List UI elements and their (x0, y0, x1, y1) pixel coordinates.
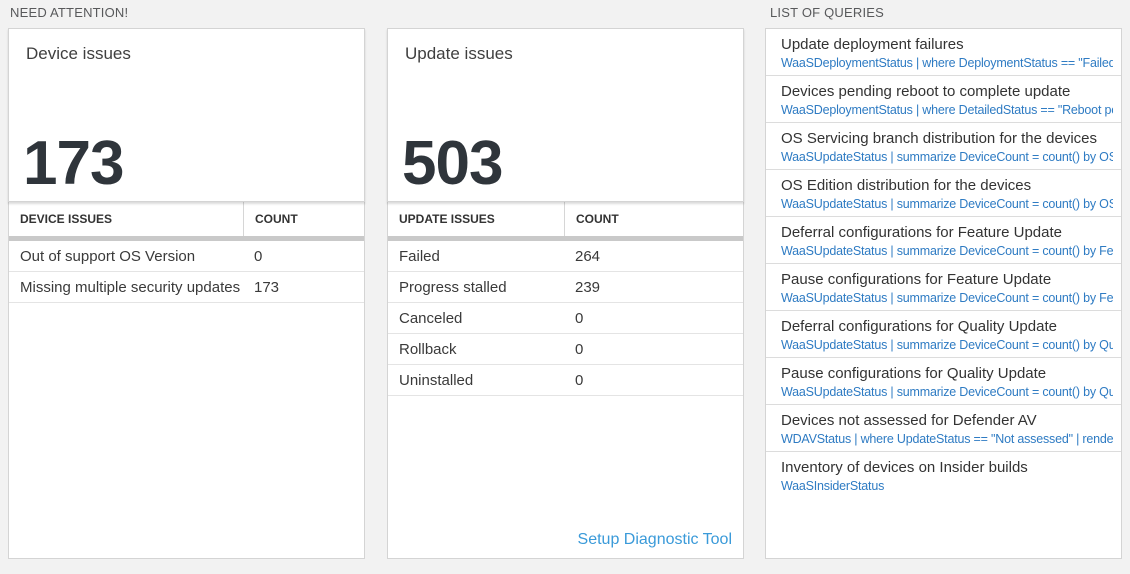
update-issues-card-title: Update issues (405, 44, 513, 63)
query-item-title: Inventory of devices on Insider builds (781, 459, 1028, 476)
device-issues-count: 173 (23, 129, 124, 198)
table-row-missing-security-updates[interactable]: Missing multiple security updates 173 (9, 272, 364, 303)
setup-diagnostic-tool-link[interactable]: Setup Diagnostic Tool (577, 531, 732, 548)
table-row-failed[interactable]: Failed 264 (388, 241, 743, 272)
row-count: 0 (575, 309, 584, 327)
query-item-os-edition-distribution[interactable]: OS Edition distribution for the devices … (766, 170, 1121, 217)
row-count: 239 (575, 278, 601, 296)
row-label: Progress stalled (399, 278, 507, 296)
query-item-title: Update deployment failures (781, 36, 964, 53)
device-issues-table-header: DEVICE ISSUES COUNT (9, 202, 364, 236)
query-item-deferral-quality-update[interactable]: Deferral configurations for Quality Upda… (766, 311, 1121, 358)
query-item-pause-quality-update[interactable]: Pause configurations for Quality Update … (766, 358, 1121, 405)
update-issues-card[interactable]: Update issues 503 (387, 28, 744, 202)
query-item-text: WaaSUpdateStatus | summarize DeviceCount… (781, 338, 1113, 352)
table-row-canceled[interactable]: Canceled 0 (388, 303, 743, 334)
device-issues-card[interactable]: Device issues 173 (8, 28, 365, 202)
update-issues-count: 503 (402, 129, 503, 198)
query-item-deferral-feature-update[interactable]: Deferral configurations for Feature Upda… (766, 217, 1121, 264)
update-issues-column: Update issues 503 UPDATE ISSUES COUNT Fa… (387, 28, 744, 559)
row-label: Rollback (399, 340, 457, 358)
query-item-text: WDAVStatus | where UpdateStatus == "Not … (781, 432, 1113, 446)
row-label: Missing multiple security updates (20, 278, 241, 296)
query-item-text: WaaSUpdateStatus | summarize DeviceCount… (781, 291, 1113, 305)
query-item-title: Pause configurations for Quality Update (781, 365, 1047, 382)
query-item-text: WaaSDeploymentStatus | where DetailedSta… (781, 103, 1113, 117)
device-issues-table: DEVICE ISSUES COUNT Out of support OS Ve… (8, 202, 365, 559)
query-item-title: OS Servicing branch distribution for the… (781, 130, 1097, 147)
row-label: Canceled (399, 309, 463, 327)
query-item-text: WaaSUpdateStatus | summarize DeviceCount… (781, 244, 1113, 258)
device-issues-card-title: Device issues (26, 44, 131, 63)
row-label: Uninstalled (399, 371, 474, 389)
query-item-text: WaaSInsiderStatus (781, 479, 885, 493)
section-label-list-of-queries: LIST OF QUERIES (770, 5, 885, 20)
query-item-text: WaaSUpdateStatus | summarize DeviceCount… (781, 150, 1113, 164)
section-label-need-attention: NEED ATTENTION! (10, 5, 129, 20)
query-item-text: WaaSUpdateStatus | summarize DeviceCount… (781, 385, 1113, 399)
column-header-device-issues: DEVICE ISSUES (20, 212, 113, 226)
column-header-count: COUNT (564, 202, 743, 236)
query-item-title: OS Edition distribution for the devices (781, 177, 1032, 194)
query-item-update-deployment-failures[interactable]: Update deployment failures WaaSDeploymen… (766, 29, 1121, 76)
device-issues-column: Device issues 173 DEVICE ISSUES COUNT Ou… (8, 28, 365, 559)
table-row-progress-stalled[interactable]: Progress stalled 239 (388, 272, 743, 303)
row-count: 0 (575, 371, 584, 389)
query-item-devices-pending-reboot[interactable]: Devices pending reboot to complete updat… (766, 76, 1121, 123)
row-count: 173 (254, 278, 280, 296)
query-item-title: Devices not assessed for Defender AV (781, 412, 1037, 429)
row-label: Failed (399, 247, 440, 265)
update-issues-table: UPDATE ISSUES COUNT Failed 264 Progress … (387, 202, 744, 559)
header-divider (9, 236, 364, 241)
query-item-title: Devices pending reboot to complete updat… (781, 83, 1071, 100)
query-item-text: WaaSUpdateStatus | summarize DeviceCount… (781, 197, 1113, 211)
update-issues-table-header: UPDATE ISSUES COUNT (388, 202, 743, 236)
query-item-title: Deferral configurations for Feature Upda… (781, 224, 1062, 241)
query-item-title: Pause configurations for Feature Update (781, 271, 1052, 288)
column-header-count: COUNT (243, 202, 364, 236)
table-row-uninstalled[interactable]: Uninstalled 0 (388, 365, 743, 396)
query-list-column: Update deployment failures WaaSDeploymen… (765, 28, 1122, 559)
query-item-os-servicing-branch[interactable]: OS Servicing branch distribution for the… (766, 123, 1121, 170)
table-row-out-of-support[interactable]: Out of support OS Version 0 (9, 241, 364, 272)
query-item-insider-builds-inventory[interactable]: Inventory of devices on Insider builds W… (766, 452, 1121, 499)
query-item-devices-not-assessed-defender[interactable]: Devices not assessed for Defender AV WDA… (766, 405, 1121, 452)
row-count: 264 (575, 247, 601, 265)
row-count: 0 (254, 247, 263, 265)
row-count: 0 (575, 340, 584, 358)
query-item-title: Deferral configurations for Quality Upda… (781, 318, 1057, 335)
row-label: Out of support OS Version (20, 247, 196, 265)
table-row-rollback[interactable]: Rollback 0 (388, 334, 743, 365)
header-divider (388, 236, 743, 241)
query-list: Update deployment failures WaaSDeploymen… (765, 28, 1122, 559)
column-header-update-issues: UPDATE ISSUES (399, 212, 495, 226)
query-item-text: WaaSDeploymentStatus | where DeploymentS… (781, 56, 1113, 70)
query-item-pause-feature-update[interactable]: Pause configurations for Feature Update … (766, 264, 1121, 311)
